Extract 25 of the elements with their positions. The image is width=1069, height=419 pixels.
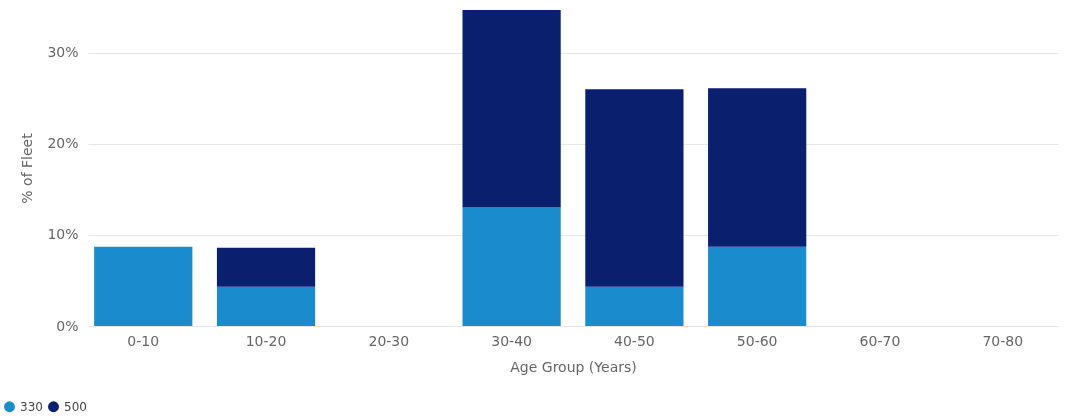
bar	[708, 88, 807, 247]
x-tick-label: 50-60	[736, 332, 778, 349]
y-tick-label: 30%	[47, 44, 79, 61]
legend-label: 330	[20, 399, 43, 414]
x-tick-label: 40-50	[614, 332, 655, 349]
y-tick-label: 20%	[47, 135, 79, 152]
bar	[708, 246, 807, 326]
x-axis-title: Age Group (Years)	[510, 358, 637, 375]
bar	[94, 246, 193, 326]
x-tick-label: 70-80	[982, 332, 1024, 349]
y-axis-title: % of Fleet	[19, 132, 36, 204]
x-tick-label: 10-20	[245, 332, 287, 349]
bar	[462, 207, 561, 326]
y-tick-label: 10%	[47, 226, 79, 243]
bar	[585, 89, 684, 287]
bar	[216, 247, 316, 287]
x-tick-label: 60-70	[859, 332, 901, 349]
bar	[462, 10, 561, 208]
x-tick-label: 20-30	[368, 332, 410, 349]
legend-label: 500	[64, 399, 87, 414]
bar	[216, 286, 316, 326]
bar	[585, 286, 684, 326]
x-tick-label: 0-10	[127, 332, 160, 349]
y-tick-label: 0%	[56, 317, 79, 334]
x-tick-label: 30-40	[491, 332, 532, 349]
